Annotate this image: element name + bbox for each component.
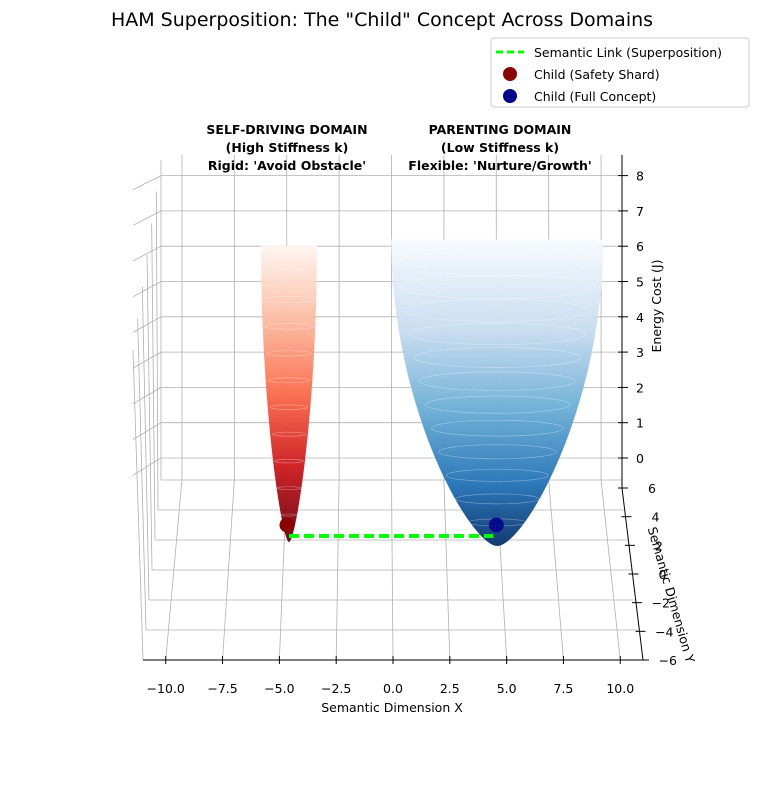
grid-z-left-0 [132, 457, 162, 476]
z-tick-label-2: 2 [636, 380, 644, 395]
surface-parenting-contour-5 [413, 347, 581, 368]
x-tick-label-7: 7.5 [554, 681, 574, 696]
annotation-self-driving-line3: Rigid: 'Avoid Obstacle' [208, 158, 366, 173]
surface-parenting-contour-8 [431, 419, 564, 437]
annotation-parenting-line3: Flexible: 'Nurture/Growth' [408, 158, 591, 173]
x-axis-label: Semantic Dimension X [321, 700, 463, 715]
x-tick-label-2: −5.0 [264, 681, 294, 696]
legend-swatch-safety-shard [503, 67, 517, 81]
z-tick-label-5: 5 [636, 275, 644, 290]
annotation-self-driving-line2: (High Stiffness k) [226, 140, 349, 155]
y-tick-label-4: 2 [655, 538, 663, 553]
surface-self-driving [260, 241, 318, 543]
grid-y-left-5 [155, 191, 159, 511]
grid-z-left-3 [132, 351, 162, 369]
x-tick-label-8: 10.0 [606, 681, 634, 696]
surface-self-driving-contour-4 [266, 350, 312, 357]
z-tick-label-7: 7 [636, 204, 644, 219]
legend-label-semantic-link: Semantic Link (Superposition) [534, 45, 722, 60]
surface-self-driving-contour-8 [274, 459, 304, 464]
surface-self-driving-rim [260, 241, 318, 250]
z-tick-label-4: 4 [636, 310, 644, 325]
legend-swatch-full-concept [503, 89, 517, 103]
z-tick-label-6: 6 [636, 239, 644, 254]
annotation-self-driving: SELF-DRIVING DOMAIN (High Stiffness k) R… [206, 122, 367, 173]
x-tick-label-4: 0.0 [383, 681, 403, 696]
grid-y-left-2 [141, 286, 150, 601]
surface-self-driving-contour-6 [269, 404, 309, 410]
legend-frame [490, 37, 750, 108]
surface-parenting-contour-9 [438, 444, 557, 460]
y-tick-label-3: 0 [659, 567, 667, 582]
chart-title: HAM Superposition: The "Child" Concept A… [111, 9, 653, 31]
surface-parenting-contour-10 [446, 468, 549, 482]
surface-self-driving-contour-5 [267, 377, 311, 384]
x-tick-label-5: 2.5 [440, 681, 460, 696]
grid-z-left-2 [132, 387, 162, 405]
surface-self-driving-contour-10 [280, 513, 298, 517]
annotation-parenting: PARENTING DOMAIN (Low Stiffness k) Flexi… [408, 122, 591, 173]
annotation-self-driving-line1: SELF-DRIVING DOMAIN [206, 122, 367, 137]
surface-parenting-body [391, 239, 604, 546]
point-safety-shard [279, 517, 295, 533]
surface-parenting-contour-3 [403, 298, 591, 322]
surface-parenting-contour-4 [408, 323, 586, 345]
surface-self-driving-contour-2 [263, 296, 315, 303]
grid-y-left-4 [151, 223, 156, 541]
z-tick-label-1: 1 [636, 416, 644, 431]
grid-z-left-8 [132, 175, 162, 190]
x-tick-label-6: 5.0 [497, 681, 517, 696]
surface-parenting-contour-1 [395, 250, 600, 276]
point-full-concept [488, 517, 504, 533]
surface-parenting-rim [390, 224, 604, 255]
annotation-parenting-line2: (Low Stiffness k) [441, 140, 559, 155]
legend-label-full-concept: Child (Full Concept) [534, 89, 656, 104]
surface-self-driving-body [260, 245, 317, 543]
y-tick-label-2: −2 [652, 596, 670, 611]
annotation-parenting-line1: PARENTING DOMAIN [429, 122, 572, 137]
surface-self-driving-contour-7 [271, 431, 307, 437]
z-axis-label: Energy Cost (J) [649, 260, 664, 353]
surface-parenting-contour-2 [399, 274, 596, 299]
x-tick-label-1: −7.5 [207, 681, 237, 696]
y-tick-label-6: 6 [648, 481, 656, 496]
surface-self-driving-contour-1 [261, 269, 317, 277]
x-tick-label-0: −10.0 [147, 681, 185, 696]
surface-self-driving-contour-3 [264, 323, 314, 330]
x-tick-label-3: −2.5 [321, 681, 351, 696]
surface-parenting-contour-7 [424, 395, 570, 414]
series-layer [279, 517, 504, 538]
z-tick-label-3: 3 [636, 345, 644, 360]
grid-y-left-0 [132, 349, 144, 661]
legend-label-safety-shard: Child (Safety Shard) [534, 67, 660, 82]
surface-parenting-contour-6 [419, 371, 576, 391]
y-tick-label-1: −4 [655, 624, 673, 639]
grid-y-left-1 [137, 318, 147, 631]
surfaces [260, 224, 604, 546]
y-tick-label-0: −6 [659, 653, 677, 668]
grid-z-left-1 [132, 422, 162, 440]
legend: Semantic Link (Superposition) Child (Saf… [490, 37, 750, 108]
surface-parenting [390, 224, 604, 546]
surface-self-driving-contour-9 [276, 486, 302, 490]
grid-z-left-5 [132, 281, 162, 298]
z-tick-label-0: 0 [636, 451, 644, 466]
y-tick-label-5: 4 [652, 510, 660, 525]
surface-parenting-contour-11 [455, 493, 540, 505]
grid-y-left-3 [146, 254, 153, 571]
z-tick-label-8: 8 [636, 169, 644, 184]
ticks: −10.0 −7.5 −5.0 −2.5 0.0 2.5 5.0 7.5 10.0 −6 −4 −2 0… [147, 169, 677, 696]
